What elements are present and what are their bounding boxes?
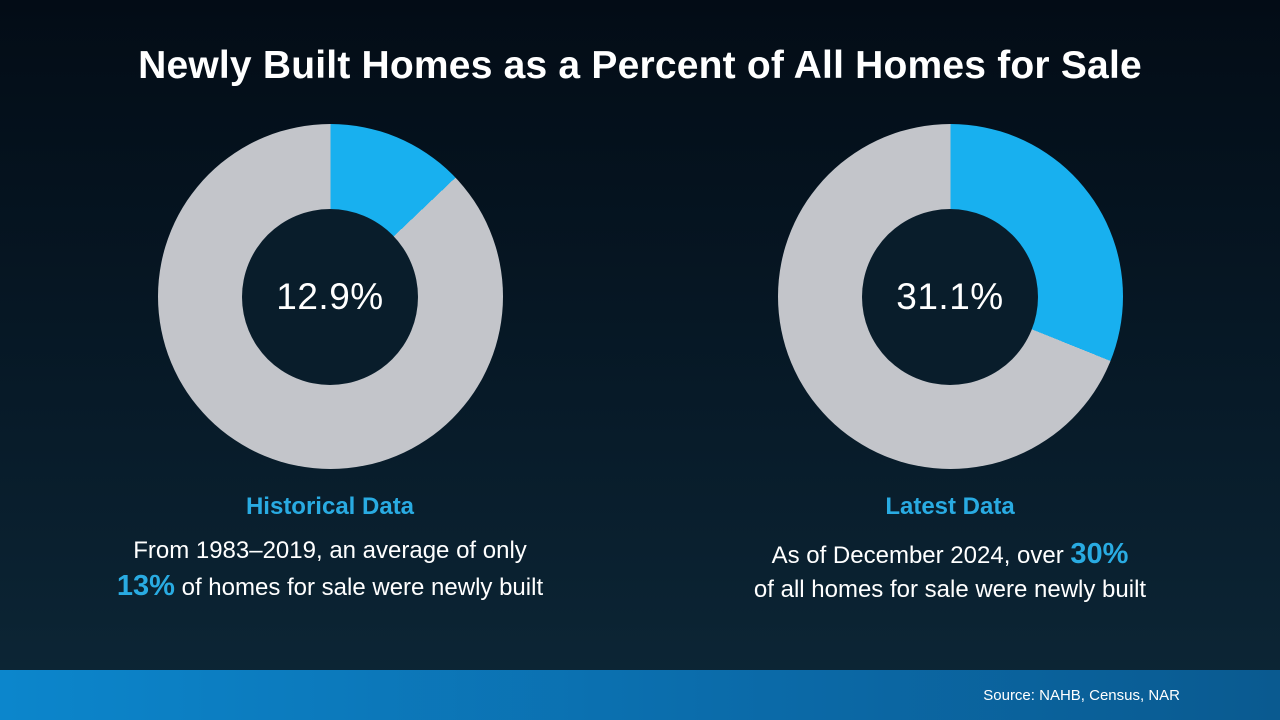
- caption-line2: of all homes for sale were newly built: [753, 576, 1147, 604]
- chart-latest: 31.1% Latest Data As of December 2024, o…: [640, 124, 1260, 607]
- chart-caption-historical: From 1983–2019, an average of only 13% o…: [117, 535, 543, 607]
- donut-center-value: 12.9%: [276, 275, 384, 317]
- charts-row: 12.9% Historical Data From 1983–2019, an…: [0, 124, 1280, 607]
- footer-bar: Source: NAHB, Census, NAR: [0, 670, 1280, 720]
- donut-hole: 12.9%: [242, 208, 418, 385]
- chart-label-historical: Historical Data: [245, 493, 415, 520]
- caption-highlight: 13%: [116, 570, 175, 603]
- caption-line2-rest: of homes for sale were newly built: [174, 574, 544, 602]
- donut-hole: 31.1%: [862, 208, 1038, 385]
- caption-line1: From 1983–2019, an average of only: [133, 537, 527, 564]
- source-attribution: Source: NAHB, Census, NAR: [983, 686, 1180, 704]
- page-title: Newly Built Homes as a Percent of All Ho…: [138, 44, 1142, 87]
- chart-caption-latest: As of December 2024, over 30% of all hom…: [754, 535, 1146, 607]
- donut-chart-latest: 31.1%: [777, 124, 1123, 469]
- chart-label-latest: Latest Data: [885, 493, 1015, 520]
- caption-line1-pre: As of December 2024, over: [771, 542, 1071, 569]
- donut-center-value: 31.1%: [896, 275, 1004, 317]
- donut-chart-historical: 12.9%: [157, 124, 503, 469]
- chart-historical: 12.9% Historical Data From 1983–2019, an…: [20, 124, 640, 607]
- caption-highlight: 30%: [1070, 538, 1129, 570]
